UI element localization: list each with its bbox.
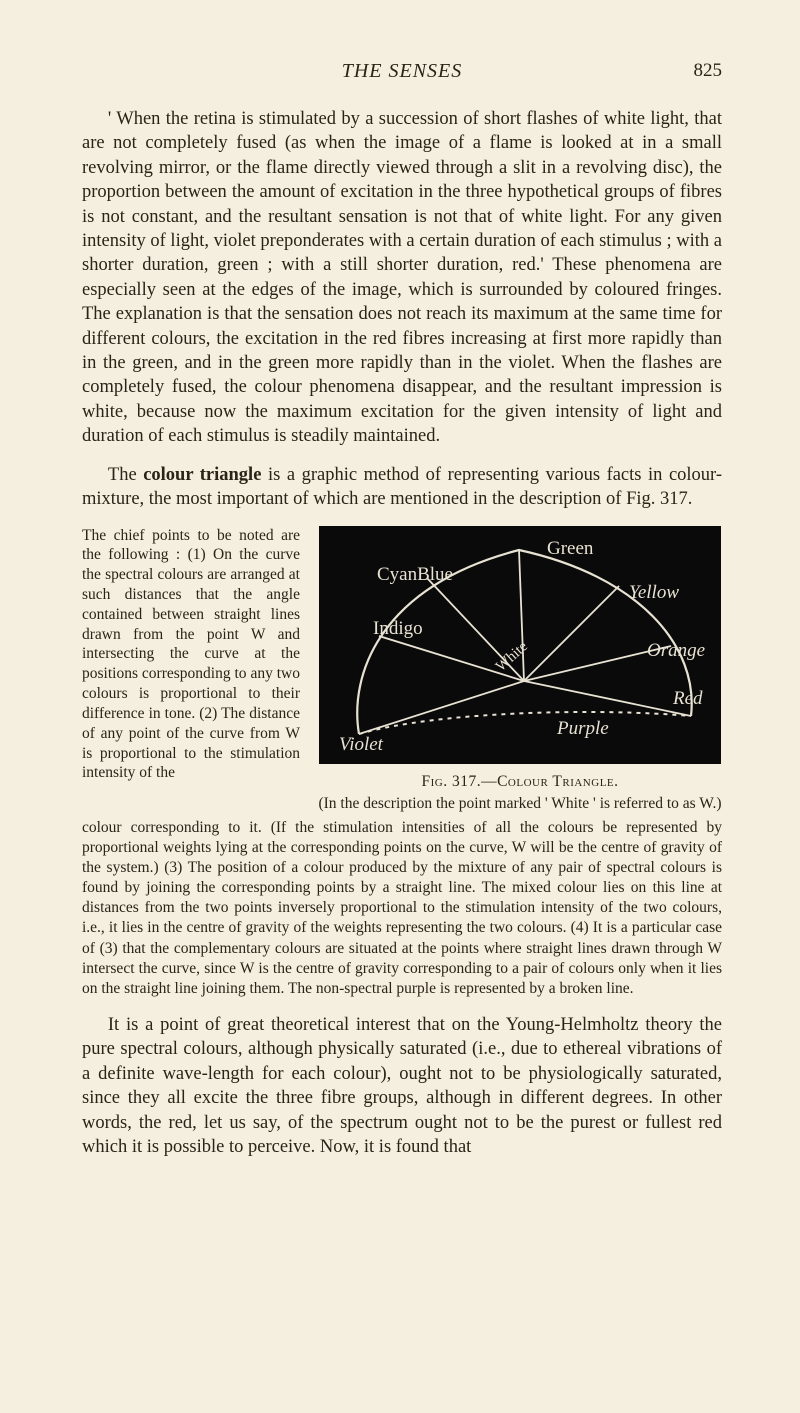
- figure-caption: Fig. 317.—Colour Triangle. (In the descr…: [318, 772, 721, 814]
- body-paragraph-3: It is a point of great theoretical inter…: [82, 1013, 722, 1159]
- page-number: 825: [694, 60, 723, 82]
- figure-row: The chief points to be noted are the fol…: [82, 526, 722, 814]
- label-orange: Orange: [647, 640, 705, 661]
- label-violet: Violet: [339, 734, 384, 755]
- label-indigo: Indigo: [373, 618, 423, 639]
- running-head: THE SENSES 825: [82, 60, 722, 83]
- page: THE SENSES 825 ' When the retina is stim…: [0, 0, 800, 1413]
- figure-317: Green CyanBlue Yellow Indigo Orange Red …: [318, 526, 722, 814]
- colour-triangle-diagram: Green CyanBlue Yellow Indigo Orange Red …: [319, 526, 721, 764]
- continuation-note: colour corresponding to it. (If the stim…: [82, 818, 722, 999]
- label-purple: Purple: [556, 718, 609, 739]
- label-red: Red: [672, 688, 703, 709]
- label-cyanblue: CyanBlue: [377, 564, 453, 585]
- side-note: The chief points to be noted are the fol…: [82, 526, 300, 784]
- label-green: Green: [547, 538, 594, 559]
- bold-term: colour triangle: [143, 465, 261, 485]
- text-run: The: [108, 465, 143, 485]
- figure-caption-title: Fig. 317.—Colour Triangle.: [318, 772, 721, 792]
- running-title: THE SENSES: [82, 60, 722, 83]
- label-yellow: Yellow: [629, 582, 679, 603]
- figure-caption-body: (In the description the point marked ' W…: [318, 795, 721, 812]
- body-paragraph-1: ' When the retina is stimulated by a suc…: [82, 107, 722, 449]
- body-paragraph-2: The colour triangle is a graphic method …: [82, 463, 722, 512]
